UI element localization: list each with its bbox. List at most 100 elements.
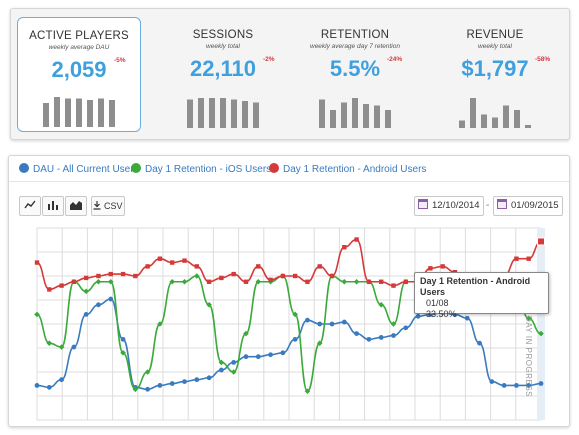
- data-point[interactable]: [96, 273, 101, 279]
- data-point[interactable]: [157, 383, 163, 388]
- data-point[interactable]: [132, 386, 139, 393]
- data-point[interactable]: [440, 264, 445, 269]
- data-point[interactable]: [218, 367, 224, 373]
- data-point[interactable]: [514, 383, 519, 388]
- data-point[interactable]: [218, 359, 225, 366]
- data-point[interactable]: [194, 273, 200, 279]
- data-point[interactable]: [255, 278, 262, 285]
- data-point[interactable]: [133, 273, 138, 279]
- data-point[interactable]: [243, 354, 249, 360]
- data-point[interactable]: [96, 302, 101, 308]
- data-point[interactable]: [378, 335, 384, 340]
- data-point[interactable]: [305, 279, 310, 284]
- data-point[interactable]: [157, 256, 163, 261]
- data-point[interactable]: [169, 381, 175, 386]
- data-point[interactable]: [538, 330, 544, 337]
- data-point[interactable]: [366, 336, 372, 342]
- data-point[interactable]: [354, 237, 359, 242]
- data-point[interactable]: [378, 279, 384, 284]
- line-chart-plot[interactable]: [25, 224, 555, 424]
- data-point[interactable]: [182, 379, 187, 384]
- data-point[interactable]: [47, 287, 52, 292]
- data-point[interactable]: [59, 377, 64, 383]
- data-point[interactable]: [329, 321, 335, 327]
- data-point[interactable]: [280, 350, 286, 356]
- data-point[interactable]: [231, 271, 236, 277]
- data-point[interactable]: [34, 383, 40, 388]
- data-point[interactable]: [353, 278, 360, 285]
- data-point[interactable]: [71, 279, 77, 284]
- data-point[interactable]: [391, 283, 396, 288]
- data-point[interactable]: [525, 315, 532, 322]
- data-point[interactable]: [83, 288, 89, 295]
- data-point[interactable]: [206, 375, 212, 381]
- data-point[interactable]: [71, 344, 77, 350]
- data-point[interactable]: [415, 313, 421, 319]
- data-point[interactable]: [526, 256, 531, 261]
- data-point[interactable]: [157, 321, 163, 327]
- data-point[interactable]: [317, 264, 322, 269]
- data-point[interactable]: [194, 377, 200, 383]
- legend-item-ios[interactable]: Day 1 Retention - iOS Users: [131, 163, 271, 177]
- data-point[interactable]: [292, 311, 298, 318]
- data-point[interactable]: [95, 278, 102, 285]
- data-point[interactable]: [341, 278, 348, 285]
- data-point[interactable]: [231, 360, 237, 365]
- data-point[interactable]: [403, 325, 409, 331]
- data-point[interactable]: [34, 260, 40, 265]
- start-date-field[interactable]: 12/10/2014: [414, 196, 484, 216]
- data-point[interactable]: [83, 275, 89, 281]
- csv-export-button[interactable]: CSV: [91, 196, 125, 216]
- data-point[interactable]: [120, 271, 126, 277]
- data-point[interactable]: [390, 321, 397, 327]
- data-point[interactable]: [317, 321, 323, 327]
- data-point[interactable]: [501, 383, 507, 388]
- data-point[interactable]: [292, 336, 298, 342]
- data-point[interactable]: [170, 260, 175, 265]
- data-point[interactable]: [403, 279, 408, 284]
- data-point[interactable]: [108, 271, 113, 277]
- hovered-data-point[interactable]: [537, 237, 545, 246]
- data-point[interactable]: [341, 319, 347, 325]
- data-point[interactable]: [255, 354, 261, 360]
- data-point[interactable]: [280, 273, 286, 279]
- kpi-active-players[interactable]: ACTIVE PLAYERS weekly average DAU 2,059 …: [17, 17, 141, 132]
- data-point[interactable]: [477, 340, 482, 346]
- line-chart-button[interactable]: [19, 196, 41, 216]
- data-point[interactable]: [391, 333, 396, 338]
- data-point[interactable]: [182, 258, 187, 263]
- data-point[interactable]: [342, 245, 347, 250]
- data-point[interactable]: [305, 317, 310, 323]
- data-point[interactable]: [489, 379, 495, 384]
- data-point[interactable]: [464, 315, 470, 321]
- kpi-revenue[interactable]: REVENUE weekly total $1,797 -58%: [433, 17, 557, 132]
- data-point[interactable]: [538, 381, 544, 386]
- data-point[interactable]: [181, 278, 188, 285]
- data-point[interactable]: [206, 279, 212, 284]
- data-point[interactable]: [366, 279, 372, 284]
- data-point[interactable]: [108, 296, 114, 302]
- data-point[interactable]: [514, 256, 519, 261]
- data-point[interactable]: [83, 312, 89, 317]
- data-point[interactable]: [120, 336, 126, 342]
- data-point[interactable]: [268, 352, 273, 358]
- data-point[interactable]: [329, 273, 335, 279]
- data-point[interactable]: [256, 264, 261, 269]
- data-point[interactable]: [304, 388, 311, 394]
- data-point[interactable]: [145, 386, 151, 392]
- data-point[interactable]: [219, 275, 224, 281]
- data-point[interactable]: [526, 383, 532, 388]
- legend-item-android[interactable]: Day 1 Retention - Android Users: [269, 163, 426, 177]
- data-point[interactable]: [46, 384, 52, 390]
- data-point[interactable]: [292, 273, 298, 279]
- data-point[interactable]: [230, 369, 237, 375]
- data-point[interactable]: [59, 283, 64, 288]
- area-chart-button[interactable]: [65, 196, 87, 216]
- data-point[interactable]: [145, 264, 150, 269]
- bar-chart-button[interactable]: [42, 196, 64, 216]
- data-point[interactable]: [268, 277, 273, 283]
- kpi-retention[interactable]: RETENTION weekly average day 7 retention…: [293, 17, 417, 132]
- end-date-field[interactable]: 01/09/2015: [493, 196, 563, 216]
- data-point[interactable]: [243, 279, 249, 284]
- data-point[interactable]: [194, 264, 200, 269]
